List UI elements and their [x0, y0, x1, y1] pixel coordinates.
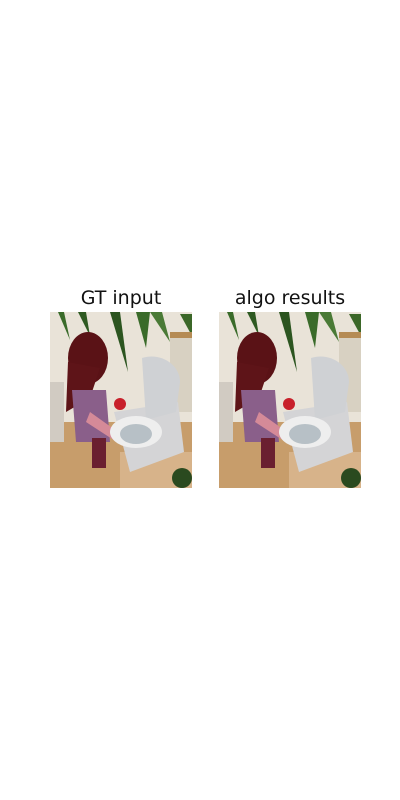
- algo-results-title: algo results: [234, 287, 346, 309]
- gt-input-panel: GT input: [50, 285, 192, 488]
- gt-input-image: [50, 312, 192, 488]
- gt-input-title: GT input: [80, 287, 162, 309]
- algo-results-image: [219, 312, 361, 488]
- algo-results-panel: algo results: [219, 285, 361, 488]
